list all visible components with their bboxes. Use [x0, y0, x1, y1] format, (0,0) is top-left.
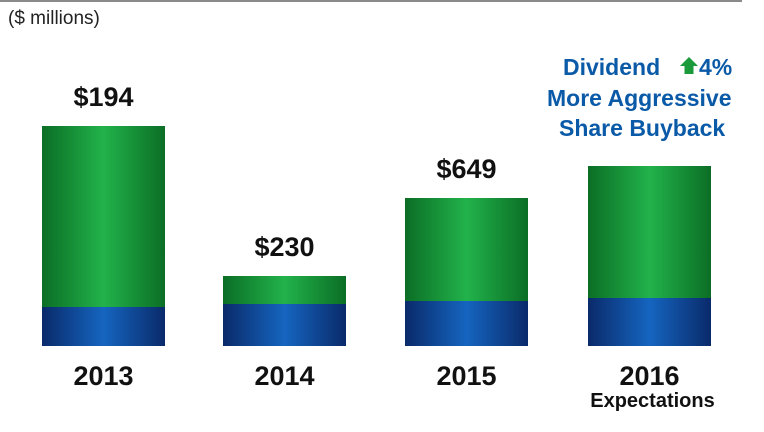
annotation-box: Dividend 4% More Aggressive Share Buybac… — [547, 54, 732, 141]
value-label-2015: $649 — [436, 154, 496, 184]
category-label-2014: 2014 — [254, 361, 314, 391]
bar-segment-blue-2014 — [223, 304, 346, 346]
up-arrow-icon — [680, 57, 698, 74]
category-label-2015: 2015 — [436, 361, 496, 391]
category-label-2016: 2016 — [619, 361, 679, 391]
bar-segment-green-2014 — [223, 276, 346, 304]
annotation-line-3: Share Buyback — [559, 115, 725, 141]
annotation-line-1-value: 4% — [699, 54, 732, 80]
top-rule — [0, 0, 742, 2]
bar-segment-blue-2015 — [405, 301, 528, 346]
value-label-2013: $194 — [73, 82, 133, 112]
value-label-2014: $230 — [254, 232, 314, 262]
annotation-line-1: Dividend — [563, 54, 660, 80]
annotation-line-2: More Aggressive — [547, 85, 732, 111]
bar-segment-blue-2013 — [42, 307, 165, 346]
bar-segment-green-2015 — [405, 198, 528, 301]
bar-segment-green-2016 — [588, 166, 711, 298]
category-sublabel-2016: Expectations — [590, 390, 714, 412]
category-label-2013: 2013 — [73, 361, 133, 391]
bar-segment-blue-2016 — [588, 298, 711, 346]
units-label: ($ millions) — [8, 8, 100, 29]
bar-segment-green-2013 — [42, 126, 165, 307]
